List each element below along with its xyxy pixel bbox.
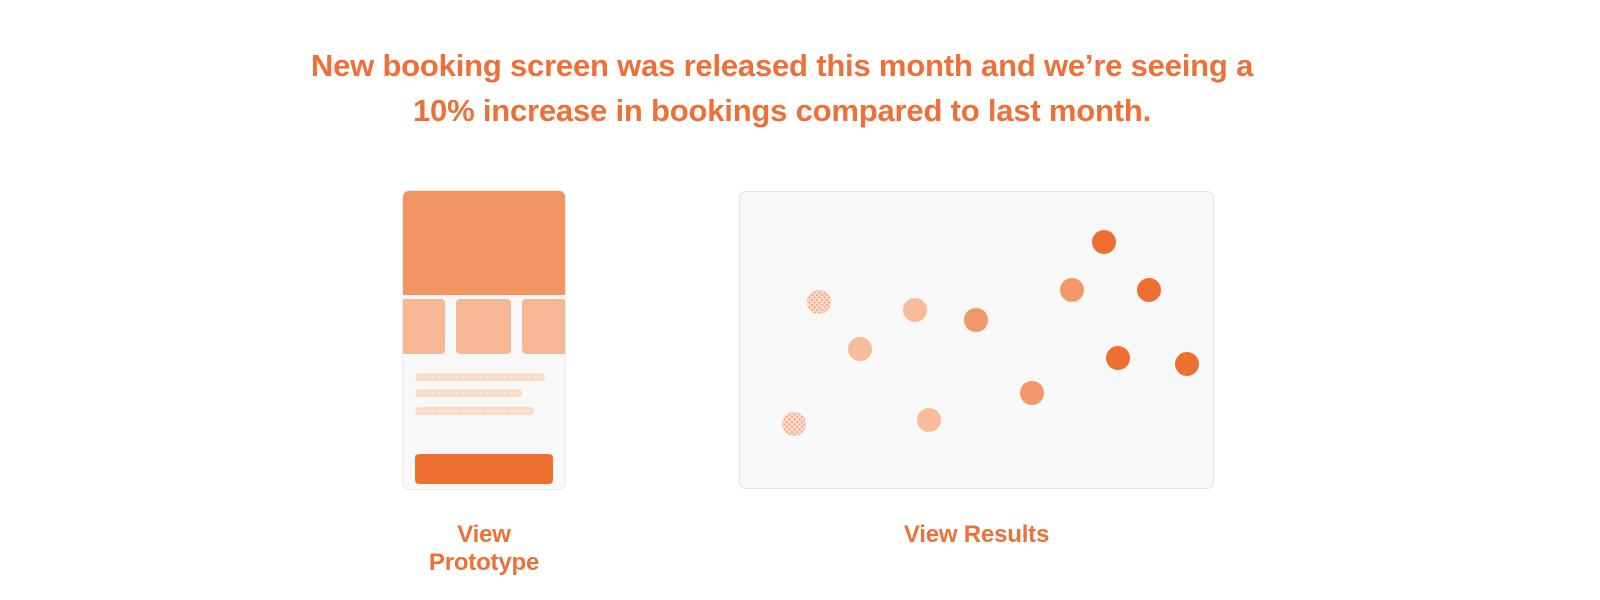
prototype-preview-card[interactable] — [402, 190, 566, 490]
view-prototype-link[interactable]: View Prototype — [428, 521, 540, 576]
scatter-dot-medium — [1020, 381, 1044, 405]
announcement-headline: New booking screen was released this mon… — [0, 43, 1564, 133]
scatter-dot-light — [903, 298, 927, 322]
results-scatter-card[interactable] — [739, 191, 1214, 489]
scatter-dot-light — [848, 337, 872, 361]
prototype-tile-placeholder — [403, 299, 445, 354]
prototype-text-line-placeholder — [415, 407, 534, 415]
prototype-hero-placeholder — [403, 191, 565, 295]
scatter-dot-dark — [1106, 346, 1130, 370]
prototype-cta-placeholder — [415, 454, 553, 484]
scatter-dot-lightest — [782, 412, 806, 436]
view-results-link[interactable]: View Results — [903, 521, 1050, 548]
prototype-tile-placeholder — [522, 299, 565, 354]
prototype-text-line-placeholder — [415, 373, 545, 381]
headline-line-2: 10% increase in bookings compared to las… — [412, 93, 1152, 128]
scatter-dot-medium — [1060, 278, 1084, 302]
headline-line-1: New booking screen was released this mon… — [310, 48, 1254, 83]
scatter-dot-medium — [964, 308, 988, 332]
scatter-dot-dark — [1175, 352, 1199, 376]
scatter-dot-light — [917, 408, 941, 432]
scatter-dot-lightest — [807, 290, 831, 314]
prototype-text-line-placeholder — [415, 389, 522, 397]
prototype-tile-placeholder — [456, 299, 511, 354]
scatter-dot-dark — [1137, 278, 1161, 302]
scatter-dot-dark — [1092, 230, 1116, 254]
